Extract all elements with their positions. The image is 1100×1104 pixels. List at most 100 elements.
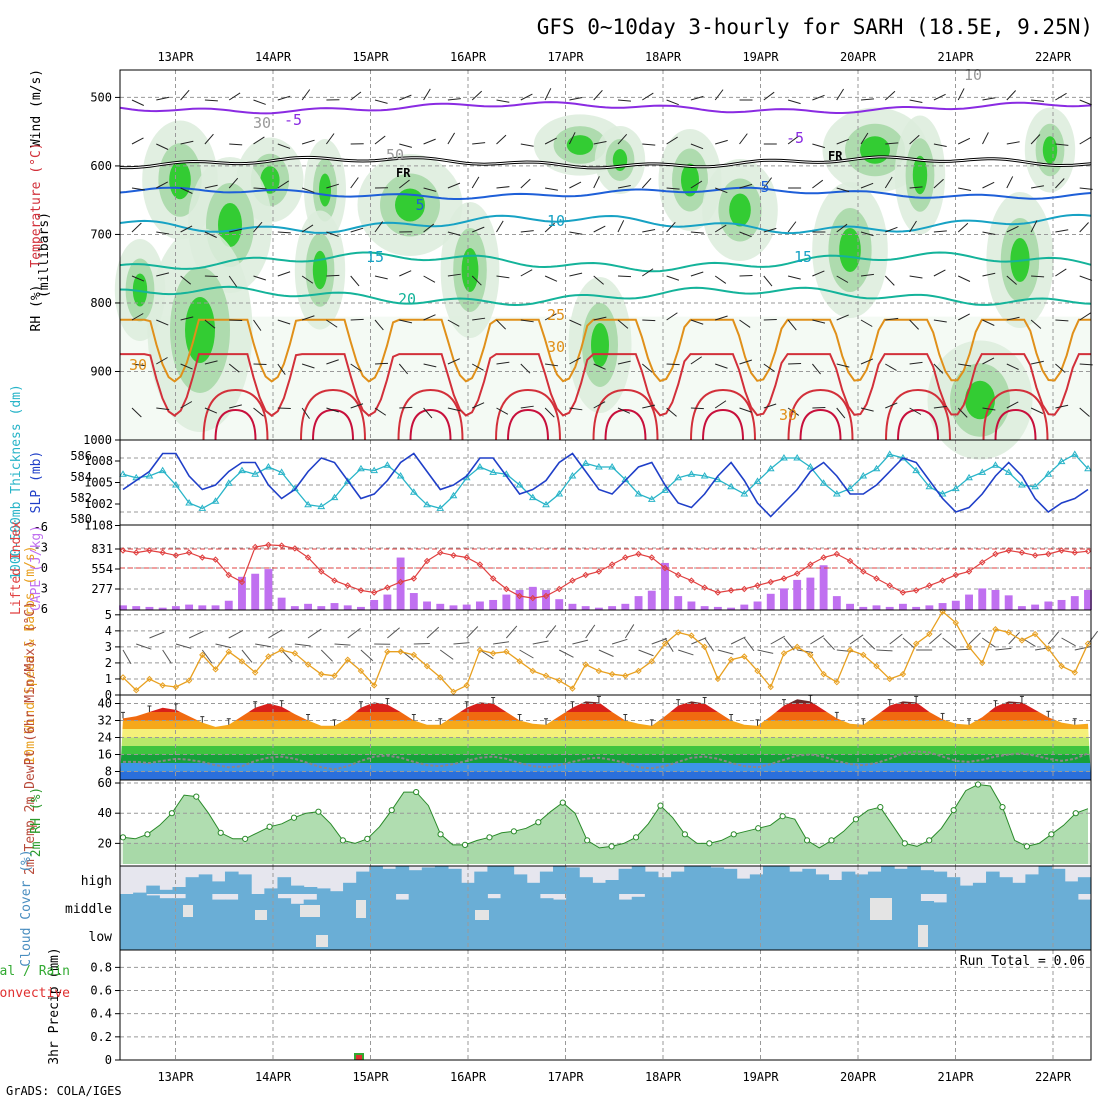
cloud-cell-middle <box>999 894 1013 922</box>
cape-tick-label: 277 <box>91 582 113 596</box>
chart-title: GFS 0~10day 3-hourly for SARH (18.5E, 9.… <box>537 15 1093 39</box>
rh-side-label: RH (%) <box>29 285 44 332</box>
cloud-cell-middle <box>396 900 410 922</box>
rh-tick-label: 60 <box>98 776 112 790</box>
cloud-gap <box>255 910 267 920</box>
cloud-gap <box>475 910 489 920</box>
rh-point <box>609 844 614 849</box>
cloud-cell-high <box>789 872 803 894</box>
cloud-cell-low <box>632 922 646 950</box>
cape-bar <box>1031 605 1039 610</box>
rh-point <box>243 836 248 841</box>
cloud-cell-high <box>986 872 1000 894</box>
cloud-cell-high <box>855 874 869 894</box>
cloud-cell-middle <box>645 894 659 922</box>
cloud-cell-high <box>172 887 186 894</box>
date-label: 17APR <box>547 50 584 64</box>
cape-bar <box>344 605 352 610</box>
cloud-cell-low <box>238 922 252 950</box>
cape-bar <box>965 595 973 610</box>
cloud-cell-high <box>291 886 305 894</box>
cloud-cell-high <box>422 867 436 894</box>
cloud-cell-high <box>894 869 908 894</box>
cloud-cell-high <box>658 877 672 894</box>
cape-bar <box>291 606 299 610</box>
cape-bar <box>899 604 907 610</box>
contour-label: 10 <box>547 212 565 230</box>
cape-bar <box>251 574 259 610</box>
date-label: 16APR <box>450 1070 487 1084</box>
cloud-cell-middle <box>330 894 344 922</box>
cloud-cell-low <box>120 922 134 950</box>
cape-bar <box>463 605 471 610</box>
date-label: 14APR <box>255 50 292 64</box>
cloud-cell-high <box>592 883 606 894</box>
rh-high-area <box>591 323 609 367</box>
wind-barb <box>414 643 430 644</box>
cloud-cell-high <box>763 866 777 894</box>
rh-high-area <box>567 135 593 155</box>
cloud-cell-high <box>920 870 934 894</box>
rh-point <box>414 789 419 794</box>
cloud-cell-middle <box>514 894 528 922</box>
rh-point <box>902 841 907 846</box>
precip-tick-label: 0.8 <box>90 960 112 974</box>
date-label: 19APR <box>742 1070 779 1084</box>
rh-high-area <box>860 136 890 164</box>
rh-point <box>120 835 125 840</box>
cloud-cell-low <box>658 922 672 950</box>
rh-point <box>536 820 541 825</box>
contour-label: 30 <box>779 406 797 424</box>
cape-bar <box>648 591 656 610</box>
cloud-cell-middle <box>960 894 974 922</box>
cloud-cell-high <box>999 877 1013 894</box>
cloud-cell-high <box>776 866 790 894</box>
rh-point <box>633 835 638 840</box>
temperature-band <box>120 772 1091 781</box>
cloud-cell-high <box>579 877 593 894</box>
cloud-cell-high <box>369 866 383 894</box>
rh-point <box>218 830 223 835</box>
rh-high-area <box>1043 136 1057 164</box>
cape-bar <box>674 596 682 610</box>
cloud-cell-low <box>789 922 803 950</box>
date-label: 15APR <box>352 1070 389 1084</box>
rh-high-area <box>462 248 479 292</box>
cloud-cell-middle <box>566 894 580 922</box>
date-label: 16APR <box>450 50 487 64</box>
wind-barb <box>351 319 364 320</box>
cloud-cell-high <box>1025 874 1039 894</box>
cloud-cell-middle <box>592 894 606 922</box>
cloud-cell-low <box>763 922 777 950</box>
lifted-index-side-label: Lifted Index <box>9 521 24 615</box>
cloud-cell-low <box>684 922 698 950</box>
cloud-cell-high <box>330 891 344 894</box>
slp-side-label: SLP (mb) <box>29 451 44 514</box>
cloud-cell-high <box>396 866 410 894</box>
wind-tick-label: 3 <box>105 640 112 654</box>
cloud-cell-low <box>540 922 554 950</box>
cloud-cell-low <box>186 922 200 950</box>
cloud-cell-middle <box>343 894 357 922</box>
cloud-cell-low <box>868 922 882 950</box>
cloud-cell-high <box>356 872 370 894</box>
cloud-cell-low <box>527 922 541 950</box>
cloud-cell-middle <box>1065 894 1079 922</box>
cloud-cell-low <box>264 922 278 950</box>
cloud-cell-low <box>737 922 751 950</box>
date-label: 15APR <box>352 50 389 64</box>
wind-barb <box>375 363 388 364</box>
slp-tick-label: 1002 <box>84 497 113 511</box>
cape-bar <box>383 595 391 610</box>
cloud-cell-middle <box>1012 894 1026 922</box>
cloud-cell-low <box>133 922 147 950</box>
cloud-cell-middle <box>789 894 803 922</box>
cloud-cell-high <box>737 879 751 894</box>
cloud-cell-high <box>1052 869 1066 894</box>
cloud-cell-high <box>619 869 633 894</box>
cape-bar <box>132 606 140 610</box>
cloud-cell-low <box>448 922 462 950</box>
cloud-cell-low <box>277 922 291 950</box>
